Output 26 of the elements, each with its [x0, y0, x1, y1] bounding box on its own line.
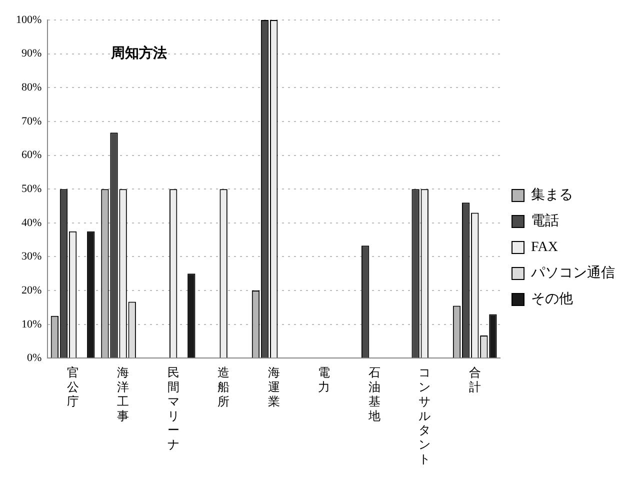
y-tick-label: 90% — [21, 48, 42, 60]
legend-label: 集まる — [531, 187, 573, 204]
x-tick-label: 民間マリーナ — [167, 366, 180, 452]
y-tick-label: 60% — [21, 149, 42, 162]
legend-label: FAX — [531, 240, 558, 256]
y-tick-label: 100% — [16, 14, 42, 26]
x-tick-label: 海洋工事 — [117, 366, 130, 423]
y-tick-label: 30% — [21, 250, 42, 263]
text: 周知方法 — [110, 44, 167, 62]
x-tick-label: 電力 — [318, 366, 330, 394]
x-tick-label: コンサルタント — [418, 366, 431, 466]
x-tick-label: 海運業 — [268, 366, 280, 408]
legend-label: その他 — [531, 291, 573, 308]
legend-label: 電話 — [531, 213, 559, 230]
y-tick-label: 40% — [21, 216, 42, 229]
x-tick-label: 合計 — [468, 366, 481, 394]
legend-label: パソコン通信 — [530, 265, 615, 282]
y-tick-label: 10% — [21, 318, 42, 330]
x-tick-label: 造船所 — [218, 366, 230, 408]
y-tick-label: 0% — [26, 352, 42, 364]
y-tick-label: 70% — [21, 115, 42, 128]
x-tick-label: 石油基地 — [367, 366, 380, 423]
y-tick-label: 80% — [21, 82, 42, 94]
y-tick-label: 50% — [21, 182, 42, 195]
x-tick-label: 官公庁 — [66, 366, 79, 408]
y-tick-label: 20% — [21, 284, 42, 296]
